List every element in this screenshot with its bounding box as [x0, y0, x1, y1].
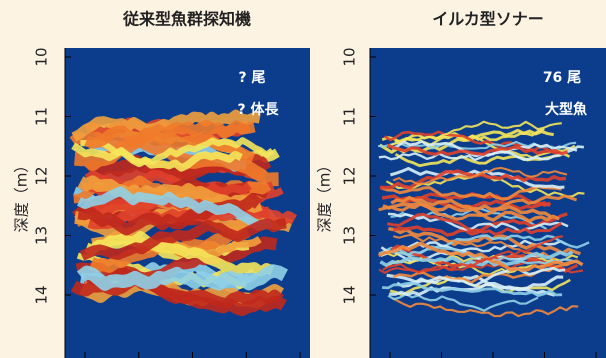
y-tick-label: 14: [33, 285, 51, 304]
y-tick-label: 11: [341, 107, 359, 126]
y-tick-label: 13: [341, 226, 359, 245]
y-axis-label: 深度（m）: [13, 158, 31, 233]
figure: 従来型魚群探知機 深度（m） ? 尾 ? 体長 10 11 12 13 14 イルカ型ソ…: [0, 0, 606, 358]
y-tick-label: 14: [341, 285, 359, 304]
panel-title: 従来型魚群探知機: [122, 10, 251, 29]
annotation: 76 尾: [543, 70, 581, 86]
y-tick-label: 12: [341, 166, 359, 185]
y-tick-label: 10: [33, 47, 51, 66]
y-tick-label: 11: [33, 107, 51, 126]
panel-title: イルカ型ソナー: [432, 10, 544, 29]
y-tick-label: 12: [33, 166, 51, 185]
annotation: ? 体長: [238, 101, 280, 118]
y-tick-label: 10: [341, 47, 359, 66]
annotation: ? 尾: [239, 70, 266, 86]
y-tick-label: 13: [33, 226, 51, 245]
annotation: 大型魚: [545, 101, 587, 118]
y-axis-label: 深度（m）: [316, 158, 334, 233]
